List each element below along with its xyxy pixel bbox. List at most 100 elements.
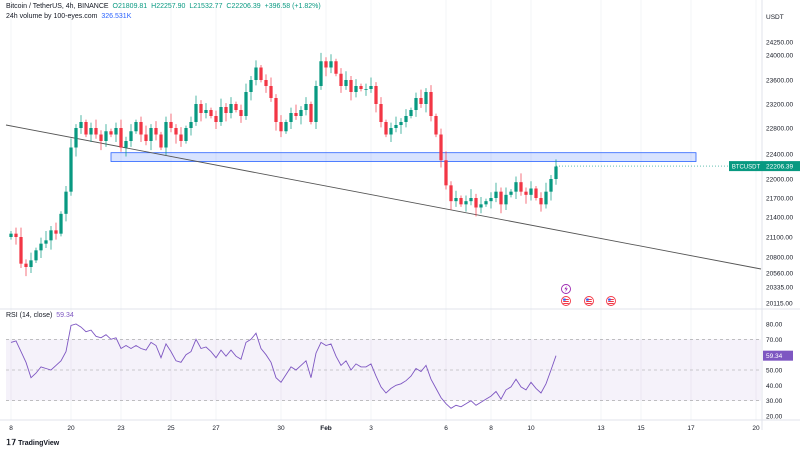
candle[interactable]: [279, 115, 283, 138]
candle[interactable]: [39, 237, 43, 258]
candle[interactable]: [79, 115, 83, 134]
candle[interactable]: [549, 174, 553, 201]
candle[interactable]: [89, 122, 93, 142]
candle[interactable]: [319, 52, 323, 90]
candle[interactable]: [459, 195, 463, 207]
candle[interactable]: [49, 226, 53, 250]
candle[interactable]: [474, 193, 478, 217]
candle[interactable]: [259, 65, 263, 83]
candle[interactable]: [409, 107, 413, 119]
candle[interactable]: [239, 104, 243, 123]
candle[interactable]: [314, 80, 318, 129]
candle[interactable]: [469, 189, 473, 206]
candle[interactable]: [524, 187, 528, 204]
candle[interactable]: [429, 85, 433, 122]
candle[interactable]: [84, 119, 88, 138]
candle[interactable]: [224, 103, 228, 122]
candle[interactable]: [34, 247, 38, 263]
candle[interactable]: [294, 104, 298, 120]
candle[interactable]: [354, 79, 358, 98]
candle[interactable]: [434, 113, 438, 138]
candle[interactable]: [144, 125, 148, 146]
candle[interactable]: [229, 97, 233, 119]
candle[interactable]: [389, 122, 393, 142]
candle[interactable]: [274, 94, 278, 131]
candle[interactable]: [129, 124, 133, 147]
candle[interactable]: [334, 58, 338, 77]
candle[interactable]: [519, 173, 523, 196]
candle[interactable]: [289, 107, 293, 129]
candle[interactable]: [394, 116, 398, 133]
candle[interactable]: [504, 187, 508, 211]
candle[interactable]: [324, 57, 328, 77]
candle[interactable]: [264, 74, 268, 93]
candle[interactable]: [29, 252, 33, 273]
candle[interactable]: [349, 75, 353, 101]
candle[interactable]: [44, 231, 48, 248]
candle[interactable]: [414, 92, 418, 117]
us-flag-icon[interactable]: [584, 296, 594, 306]
candle[interactable]: [234, 101, 238, 113]
candle[interactable]: [479, 197, 483, 214]
candle[interactable]: [254, 60, 258, 86]
candle[interactable]: [534, 185, 538, 201]
candle[interactable]: [64, 185, 68, 222]
candle[interactable]: [554, 159, 558, 185]
candle[interactable]: [544, 182, 548, 209]
tradingview-logo[interactable]: 𝟣𝟩 TradingView: [6, 438, 59, 447]
candle[interactable]: [219, 98, 223, 126]
candle[interactable]: [374, 82, 378, 113]
trend-line-path[interactable]: [5, 124, 762, 270]
candle[interactable]: [244, 83, 248, 120]
candle[interactable]: [134, 119, 138, 134]
candle[interactable]: [99, 130, 103, 151]
key-zone-rect[interactable]: [110, 152, 697, 162]
candle[interactable]: [439, 128, 443, 168]
candle[interactable]: [269, 77, 273, 102]
candle[interactable]: [109, 128, 113, 138]
candle[interactable]: [464, 195, 468, 212]
candle[interactable]: [359, 83, 363, 92]
candle[interactable]: [104, 124, 108, 147]
candle[interactable]: [149, 124, 153, 151]
us-flag-icon[interactable]: [606, 296, 616, 306]
candle[interactable]: [369, 77, 373, 93]
candle[interactable]: [344, 71, 348, 90]
candle[interactable]: [59, 211, 63, 237]
candle[interactable]: [199, 100, 203, 122]
candle[interactable]: [169, 113, 173, 133]
candle[interactable]: [19, 227, 23, 268]
candle[interactable]: [309, 101, 313, 125]
candle[interactable]: [404, 109, 408, 128]
candle[interactable]: [119, 119, 123, 152]
candle[interactable]: [449, 181, 453, 211]
candle[interactable]: [499, 187, 503, 214]
candle[interactable]: [489, 192, 493, 209]
candle[interactable]: [419, 89, 423, 108]
candle[interactable]: [509, 189, 513, 198]
candle[interactable]: [9, 231, 13, 240]
candle[interactable]: [209, 107, 213, 119]
candle[interactable]: [424, 88, 428, 113]
candle[interactable]: [249, 75, 253, 101]
candle[interactable]: [114, 122, 118, 142]
candle[interactable]: [529, 181, 533, 201]
last-price-tag-bg[interactable]: [763, 161, 800, 172]
candle[interactable]: [284, 119, 288, 134]
candle[interactable]: [379, 97, 383, 128]
candle[interactable]: [494, 182, 498, 203]
symbol-tag-bg[interactable]: [729, 161, 763, 172]
candle[interactable]: [214, 110, 218, 129]
candle[interactable]: [184, 125, 188, 144]
candle[interactable]: [74, 124, 78, 157]
candle[interactable]: [304, 97, 308, 116]
candle[interactable]: [94, 119, 98, 139]
candle[interactable]: [204, 103, 208, 119]
candle[interactable]: [384, 119, 388, 138]
candle[interactable]: [194, 95, 198, 126]
candle[interactable]: [14, 227, 18, 245]
candle[interactable]: [174, 124, 178, 144]
candle[interactable]: [339, 68, 343, 93]
rsi-line[interactable]: [10, 323, 557, 409]
